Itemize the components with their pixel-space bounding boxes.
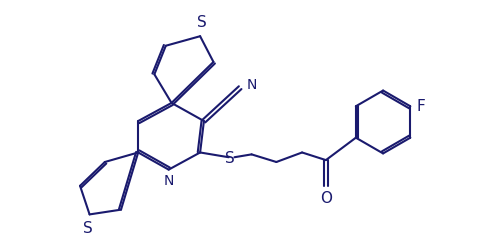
Text: O: O xyxy=(320,191,332,205)
Text: S: S xyxy=(225,151,235,166)
Text: F: F xyxy=(417,99,426,114)
Text: S: S xyxy=(83,221,92,236)
Text: N: N xyxy=(247,78,257,92)
Text: N: N xyxy=(163,174,174,188)
Text: S: S xyxy=(197,14,207,30)
